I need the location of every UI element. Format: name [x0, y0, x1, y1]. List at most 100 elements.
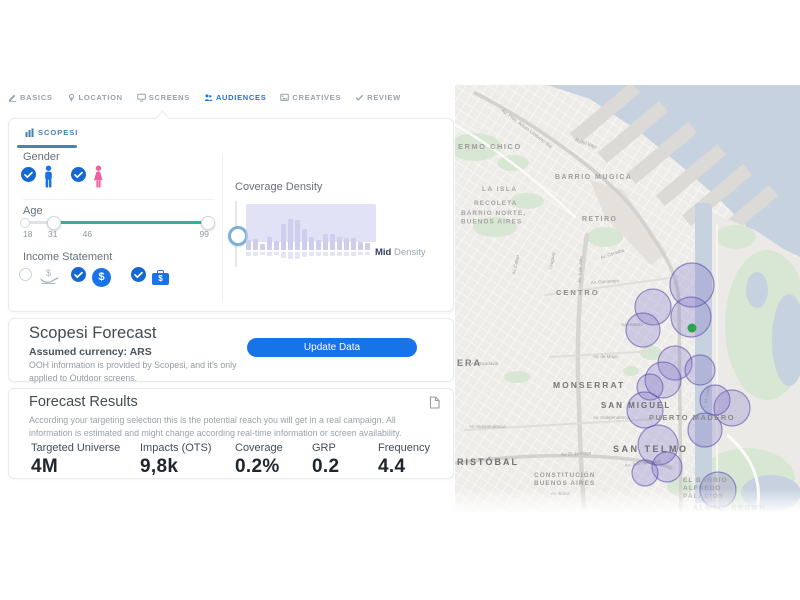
income-option-low[interactable]: $: [19, 267, 62, 287]
density-level-secondary: Density: [394, 247, 426, 258]
density-histogram: [246, 204, 376, 250]
rail-yard: [590, 180, 667, 265]
gender-option-male[interactable]: [21, 165, 55, 189]
metric-label: Impacts (OTS): [140, 442, 212, 454]
location-icon: [68, 93, 74, 102]
metric-targeted-universe: Targeted Universe 4M: [31, 442, 140, 478]
creatives-icon: [280, 93, 290, 101]
coverage-circle[interactable]: [687, 412, 723, 448]
coverage-circle[interactable]: [636, 373, 664, 401]
age-slider-fill: [52, 221, 209, 224]
update-data-button[interactable]: Update Data: [247, 338, 417, 357]
district-label: MONSERRAT: [553, 380, 625, 390]
metric-label: GRP: [312, 442, 336, 454]
male-checkbox[interactable]: [21, 167, 36, 187]
male-icon: [45, 165, 52, 188]
coverage-circle[interactable]: [631, 459, 659, 487]
coverage-circle[interactable]: [626, 391, 664, 429]
district-label: RISTÓBAL: [457, 456, 519, 467]
wizard-tab-basics[interactable]: BASICS: [8, 93, 53, 102]
hand-coin-icon: $: [40, 268, 59, 285]
income-label: Income Statement: [23, 251, 113, 263]
female-icon: [94, 165, 103, 188]
district-label: CONSTITUCIÓN BUENOS AIRES: [534, 470, 595, 487]
coverage-circle[interactable]: [637, 424, 679, 466]
metrics-row: Targeted Universe 4M Impacts (OTS) 9,8k Cove…: [31, 442, 430, 478]
wizard-tab-review[interactable]: REVIEW: [355, 93, 401, 102]
coverage-density-label: Coverage Density: [235, 181, 323, 193]
dollar-coin-icon: $: [92, 267, 111, 287]
scopesi-forecast-card: Scopesi Forecast Assumed currency: ARS O…: [8, 318, 454, 383]
map-parks: [455, 133, 693, 496]
age-tick: 46: [82, 229, 93, 239]
coverage-circle[interactable]: [699, 384, 731, 416]
wizard-tab-creatives[interactable]: CREATIVES: [280, 93, 341, 102]
street-label: M. Güell: [703, 386, 711, 403]
histogram-axis-bars: [246, 252, 376, 260]
low-income-checkbox[interactable]: [19, 268, 32, 286]
wizard-tab-bar: BASICS LOCATION SCREENS AUDIENCES CREATIVES R…: [8, 93, 401, 102]
coverage-circle[interactable]: [625, 312, 661, 348]
results-title: Forecast Results: [29, 394, 138, 410]
wizard-tab-audiences[interactable]: AUDIENCES: [204, 93, 266, 102]
document-icon[interactable]: [429, 396, 440, 414]
wizard-tab-location[interactable]: LOCATION: [67, 93, 123, 102]
metric-label: Frequency: [378, 442, 430, 454]
audience-panel: SCOPESI Gender Age 18 31 46 99 Income State…: [8, 110, 454, 312]
coverage-circle[interactable]: [651, 451, 683, 483]
age-tick-labels: 18 31 46 99: [23, 229, 209, 241]
coverage-circle[interactable]: [684, 354, 716, 386]
district-label: ERA: [457, 358, 482, 368]
district-label: ERMO CHICO: [458, 142, 522, 151]
metric-value: 4.4: [378, 456, 406, 477]
tab-scopesi[interactable]: SCOPESI: [25, 128, 78, 137]
age-label: Age: [23, 205, 43, 217]
female-checkbox[interactable]: [71, 167, 86, 187]
assumed-currency: Assumed currency: ARS: [29, 346, 152, 358]
street-label: Au 25 de Mayo: [561, 450, 592, 457]
coverage-circles: [625, 262, 751, 509]
gender-option-female[interactable]: [71, 165, 105, 189]
metric-frequency: Frequency 4.4: [378, 442, 430, 478]
briefcase-dollar-icon: $: [152, 270, 169, 285]
density-level: Mid Density: [375, 247, 426, 258]
age-tick: 18: [23, 229, 33, 239]
map-marker: [687, 323, 697, 333]
street-label: Uruguay: [548, 251, 556, 269]
income-option-high[interactable]: $: [131, 267, 169, 287]
coverage-circle[interactable]: [644, 361, 682, 399]
mid-income-checkbox[interactable]: [71, 267, 86, 287]
coverage-map[interactable]: Au. Pres. Arturo Umberto Illia P. del Baj…: [455, 85, 800, 518]
district-label: SAN TELMO: [613, 444, 689, 454]
coverage-circle[interactable]: [670, 296, 712, 338]
metric-label: Coverage: [235, 442, 283, 454]
screens-icon: [136, 93, 146, 102]
age-slider-handle-high[interactable]: [201, 216, 215, 230]
district-label: LA ISLA: [482, 186, 518, 193]
screen-location-marker[interactable]: [687, 323, 697, 333]
age-slider-handle-low[interactable]: [46, 216, 61, 230]
metric-value: 9,8k: [140, 456, 179, 477]
street-label: Av. 9 de Julio: [577, 256, 583, 283]
metric-impacts-ots-: Impacts (OTS) 9,8k: [140, 442, 235, 478]
age-tick: 31: [48, 229, 58, 239]
coverage-circle[interactable]: [634, 288, 672, 326]
density-slider-handle[interactable]: [228, 226, 248, 246]
bar-chart-icon: [25, 128, 34, 137]
street-label: Av. Independencia: [469, 424, 506, 429]
street-label: Av. Rivadavia: [471, 361, 499, 366]
metric-label: Targeted Universe: [31, 442, 121, 454]
street-label: Av. Juan de Garay: [624, 458, 662, 468]
age-slider-track[interactable]: [20, 216, 215, 230]
income-option-mid[interactable]: $: [71, 267, 111, 287]
audiences-icon: [204, 94, 213, 101]
results-description: According your targeting selection this …: [29, 415, 402, 439]
metric-value: 4M: [31, 456, 58, 477]
coverage-circle[interactable]: [669, 262, 715, 308]
wizard-tab-screens[interactable]: SCREENS: [136, 93, 190, 102]
district-label: RETIRO: [582, 216, 617, 223]
coverage-circle[interactable]: [713, 389, 751, 427]
metric-grp: GRP 0.2: [312, 442, 378, 478]
high-income-checkbox[interactable]: [131, 267, 146, 287]
